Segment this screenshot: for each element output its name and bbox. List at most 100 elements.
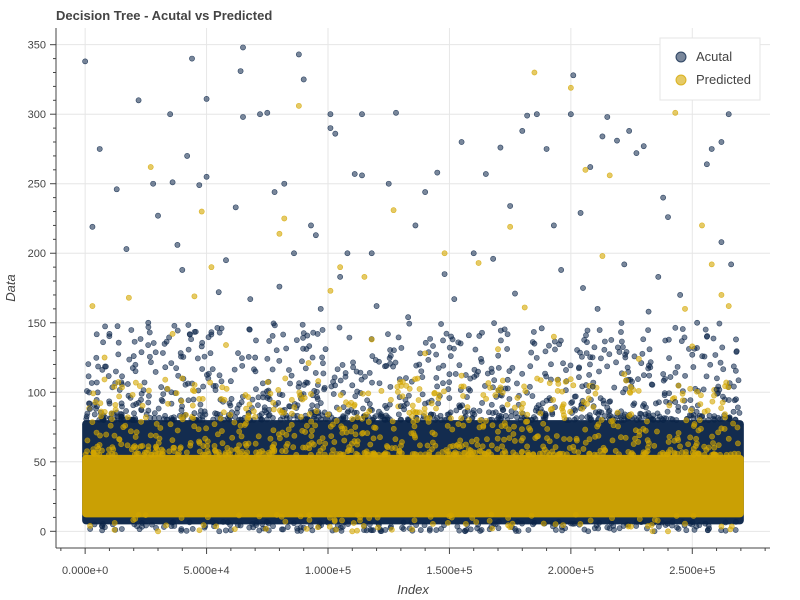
data-point-acutal bbox=[507, 203, 514, 209]
scatter-texture-point bbox=[298, 413, 304, 420]
scatter-texture-point bbox=[457, 437, 464, 444]
scatter-texture-point bbox=[253, 522, 260, 529]
scatter-texture-point bbox=[265, 520, 272, 527]
scatter-texture-point bbox=[501, 448, 508, 455]
dense-band-predicted bbox=[82, 454, 744, 518]
scatter-texture-point bbox=[622, 434, 629, 441]
data-point-predicted bbox=[723, 379, 730, 386]
scatter-texture-point bbox=[238, 433, 245, 440]
scatter-texture-point bbox=[687, 434, 694, 441]
scatter-texture-point bbox=[211, 442, 218, 449]
scatter-texture-point bbox=[281, 409, 287, 416]
scatter-texture-point bbox=[131, 451, 138, 458]
scatter-texture-point bbox=[88, 380, 95, 386]
scatter-texture-point bbox=[353, 368, 360, 375]
scatter-texture-point bbox=[736, 409, 743, 416]
scatter-texture-point bbox=[519, 426, 525, 433]
scatter-texture-point bbox=[360, 405, 366, 412]
scatter-texture-point bbox=[253, 337, 259, 344]
scatter-texture-point bbox=[253, 386, 259, 393]
data-point-acutal bbox=[264, 109, 271, 116]
scatter-texture-point bbox=[433, 374, 440, 381]
scatter-texture-point bbox=[415, 397, 422, 403]
data-point-acutal bbox=[191, 410, 198, 417]
data-point-predicted bbox=[349, 528, 356, 535]
scatter-texture-point bbox=[218, 378, 225, 385]
scatter-texture-point bbox=[129, 391, 136, 398]
scatter-texture-point bbox=[84, 448, 90, 455]
y-axis-label: Data bbox=[3, 274, 18, 301]
scatter-texture-point bbox=[502, 423, 509, 429]
scatter-texture-point bbox=[112, 406, 119, 413]
data-point-acutal bbox=[550, 222, 557, 229]
scatter-texture-point bbox=[426, 527, 433, 534]
scatter-texture-point bbox=[109, 416, 115, 423]
scatter-texture-point bbox=[412, 434, 419, 441]
scatter-texture-point bbox=[560, 412, 567, 419]
data-point-acutal bbox=[524, 112, 531, 119]
scatter-texture-point bbox=[145, 407, 152, 414]
scatter-texture-point bbox=[148, 451, 155, 458]
scatter-texture-point bbox=[111, 526, 118, 533]
scatter-texture-point bbox=[718, 405, 725, 412]
scatter-texture-point bbox=[86, 400, 92, 407]
scatter-texture-point bbox=[711, 444, 718, 451]
scatter-texture-point bbox=[379, 413, 386, 420]
scatter-texture-point bbox=[96, 442, 103, 448]
scatter-texture-point bbox=[124, 442, 131, 449]
data-point-predicted bbox=[198, 208, 205, 215]
data-point-acutal bbox=[733, 396, 739, 403]
data-point-predicted bbox=[147, 164, 154, 170]
scatter-texture-point bbox=[573, 435, 580, 442]
data-point-predicted bbox=[708, 261, 715, 268]
scatter-texture-point bbox=[199, 366, 206, 372]
scatter-texture-point bbox=[135, 511, 142, 518]
scatter-texture-point bbox=[370, 414, 377, 421]
scatter-texture-point bbox=[219, 384, 226, 391]
scatter-texture-point bbox=[717, 451, 723, 458]
scatter-texture-point bbox=[704, 407, 711, 414]
scatter-texture-point bbox=[246, 524, 253, 531]
scatter-texture-point bbox=[678, 338, 685, 345]
scatter-texture-point bbox=[288, 421, 295, 428]
data-point-acutal bbox=[482, 171, 489, 177]
data-point-acutal bbox=[614, 137, 620, 144]
scatter-texture-point bbox=[396, 447, 403, 454]
scatter-texture-point bbox=[640, 336, 647, 343]
scatter-texture-point bbox=[309, 354, 316, 361]
data-point-acutal bbox=[308, 222, 314, 229]
data-point-acutal bbox=[599, 133, 606, 140]
scatter-texture-point bbox=[227, 411, 234, 418]
scatter-texture-point bbox=[350, 359, 356, 366]
scatter-texture-point bbox=[192, 328, 199, 335]
scatter-texture-point bbox=[409, 451, 416, 457]
scatter-texture-point bbox=[584, 327, 591, 334]
scatter-texture-point bbox=[640, 372, 647, 379]
scatter-texture-point bbox=[535, 433, 541, 440]
scatter-texture-point bbox=[594, 423, 601, 430]
scatter-texture-point bbox=[114, 323, 121, 330]
scatter-texture-point bbox=[136, 383, 143, 389]
data-point-acutal bbox=[633, 150, 640, 157]
scatter-texture-point bbox=[651, 442, 658, 449]
data-point-predicted bbox=[495, 346, 501, 353]
scatter-texture-point bbox=[133, 401, 140, 407]
scatter-texture-point bbox=[307, 523, 314, 529]
scatter-texture-point bbox=[209, 519, 216, 526]
data-point-acutal bbox=[169, 179, 176, 186]
data-point-acutal bbox=[708, 146, 715, 152]
scatter-texture-point bbox=[273, 512, 280, 518]
scatter-texture-point bbox=[629, 378, 635, 385]
scatter-texture-point bbox=[322, 440, 329, 447]
scatter-texture-point bbox=[89, 419, 96, 426]
scatter-texture-point bbox=[398, 416, 405, 423]
scatter-texture-point bbox=[269, 333, 276, 339]
data-point-acutal bbox=[145, 319, 152, 326]
scatter-texture-point bbox=[207, 350, 214, 357]
scatter-texture-point bbox=[336, 406, 343, 413]
scatter-texture-point bbox=[209, 366, 216, 373]
scatter-texture-point bbox=[299, 358, 305, 365]
scatter-texture-point bbox=[115, 351, 122, 358]
scatter-texture-point bbox=[231, 366, 238, 373]
